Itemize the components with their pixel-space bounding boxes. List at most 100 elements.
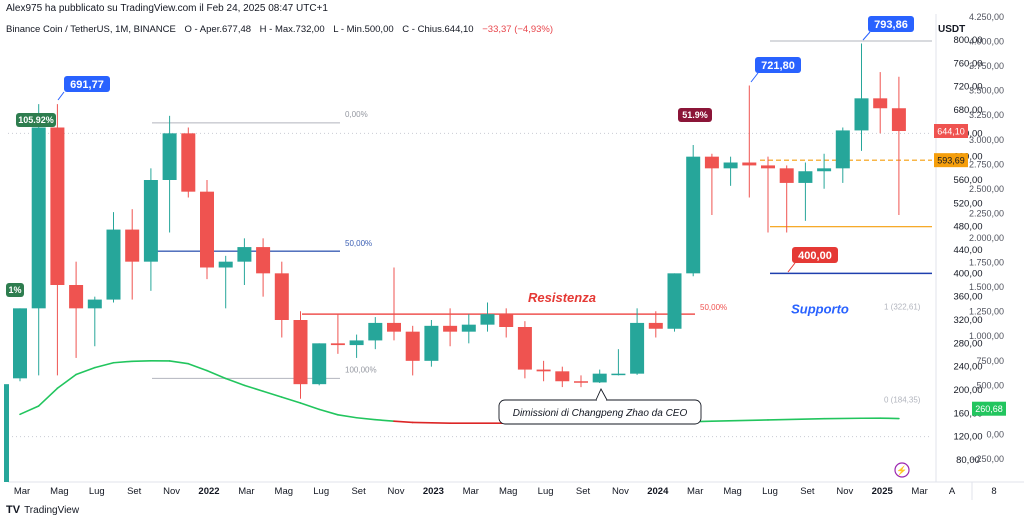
candle-up[interactable]	[31, 127, 46, 309]
osc-value-tag: 260,68	[975, 404, 1003, 414]
time-tick-label: Lug	[89, 486, 105, 497]
candle-down[interactable]	[293, 320, 308, 385]
time-tick-label: Nov	[388, 486, 405, 497]
osc-tick-label: 2.750,00	[969, 159, 1004, 169]
support-tag-text: 400,00	[798, 250, 832, 262]
candle-up[interactable]	[424, 325, 439, 361]
ma-line-segment	[393, 420, 414, 424]
price-tick-label: 200,00	[953, 385, 982, 396]
ma-line-segment	[411, 421, 451, 424]
candle-down[interactable]	[555, 371, 570, 382]
candle-up[interactable]	[480, 314, 495, 325]
candle-down[interactable]	[517, 327, 532, 370]
time-tick-label: Lug	[538, 486, 554, 497]
candle-down[interactable]	[499, 314, 514, 327]
ma-line-segment	[168, 360, 190, 365]
candle-down[interactable]	[200, 191, 214, 268]
candle-down[interactable]	[274, 273, 289, 320]
callout-ath-box	[868, 16, 914, 32]
candle-up[interactable]	[13, 308, 27, 379]
callout-mid-high-box	[755, 57, 801, 73]
callout-left-high-text: 691,77	[70, 79, 104, 91]
price-tick-label: 760,00	[953, 58, 982, 69]
time-tick-label: 2022	[198, 486, 219, 497]
candle-down[interactable]	[125, 229, 140, 262]
price-tick-label: 320,00	[953, 315, 982, 326]
candle-up[interactable]	[349, 340, 364, 346]
ma-line-segment	[187, 362, 208, 372]
osc-tick-label: 4.000,00	[969, 37, 1004, 47]
candle-up[interactable]	[817, 168, 832, 172]
time-tick-label: Mar	[463, 486, 479, 497]
time-tick-label: Set	[127, 486, 142, 497]
ma-line-segment	[37, 387, 59, 407]
osc-tick-label: 1.000,00	[969, 331, 1004, 341]
fib-right-50-label: 50,00%	[700, 303, 727, 312]
price-tick-label: 480,00	[953, 222, 982, 233]
candle-up[interactable]	[461, 324, 476, 332]
candle-down[interactable]	[891, 108, 906, 131]
candle-down[interactable]	[873, 98, 888, 109]
candle-up[interactable]	[686, 156, 701, 274]
osc-tick-label: 2.000,00	[969, 233, 1004, 243]
candle-up[interactable]	[218, 261, 233, 268]
candle-down[interactable]	[330, 343, 345, 346]
ma-line-segment	[224, 377, 246, 387]
candle-down[interactable]	[69, 285, 84, 309]
fib-label-0: 0,00%	[345, 110, 368, 119]
time-tick-label: 2023	[423, 486, 444, 497]
lightning-icon[interactable]	[894, 462, 910, 478]
ma-line-segment	[318, 408, 339, 416]
candle-down[interactable]	[574, 381, 588, 383]
candle-up[interactable]	[87, 299, 102, 309]
time-tick-label: Mar	[911, 486, 927, 497]
osc-tick-label: 3.500,00	[969, 86, 1004, 96]
time-tick-label: Mar	[238, 486, 254, 497]
time-tick-label: Set	[351, 486, 366, 497]
tradingview-brand[interactable]: TradingView	[24, 504, 80, 516]
candle-up[interactable]	[723, 162, 738, 169]
candle-down[interactable]	[443, 325, 458, 332]
edge-pct-badge-text: 1%	[8, 285, 21, 295]
candle-down[interactable]	[742, 162, 757, 166]
ma-line-segment	[262, 390, 283, 398]
ma-line-segment	[94, 361, 115, 369]
candle-up[interactable]	[854, 98, 869, 131]
candle-down[interactable]	[536, 369, 551, 372]
lightning-glyph: ⚡	[896, 465, 907, 477]
osc-tick-label: 2.250,00	[969, 208, 1004, 218]
axis-mode-button[interactable]: 8	[991, 486, 996, 497]
candle-down[interactable]	[181, 133, 196, 192]
candle-down[interactable]	[256, 247, 271, 274]
candle-down[interactable]	[779, 168, 794, 183]
ma-line-segment	[75, 366, 96, 376]
fib-label-100: 100,00%	[345, 365, 377, 374]
candle-down[interactable]	[704, 156, 719, 169]
candle-up[interactable]	[237, 247, 252, 262]
candle-down[interactable]	[50, 127, 65, 286]
candle-down[interactable]	[761, 165, 775, 169]
candle-down[interactable]	[405, 331, 420, 361]
candle-up[interactable]	[162, 133, 177, 180]
candle-up[interactable]	[106, 229, 121, 300]
edge-pct-badge-box	[6, 283, 24, 297]
candle-up[interactable]	[667, 273, 682, 329]
candle-down[interactable]	[387, 322, 401, 332]
price-tick-label: 680,00	[953, 105, 982, 116]
osc-tick-label: 500,00	[976, 380, 1004, 390]
candle-up[interactable]	[798, 171, 813, 183]
axis-mode-button[interactable]: A	[949, 486, 956, 497]
ma-line-segment	[19, 405, 40, 416]
ma-line-segment	[767, 417, 825, 421]
candle-up[interactable]	[592, 373, 607, 383]
candle-up[interactable]	[630, 322, 645, 374]
candle-up[interactable]	[611, 373, 626, 376]
candle-up[interactable]	[312, 343, 327, 385]
candle-down[interactable]	[648, 322, 663, 329]
candle-up[interactable]	[368, 322, 383, 341]
candle-up[interactable]	[143, 180, 158, 262]
footer: TV TradingView	[6, 504, 79, 516]
candle-up[interactable]	[835, 130, 850, 169]
symbol-label: Binance Coin / TetherUS, 1M, BINANCE	[6, 24, 176, 35]
